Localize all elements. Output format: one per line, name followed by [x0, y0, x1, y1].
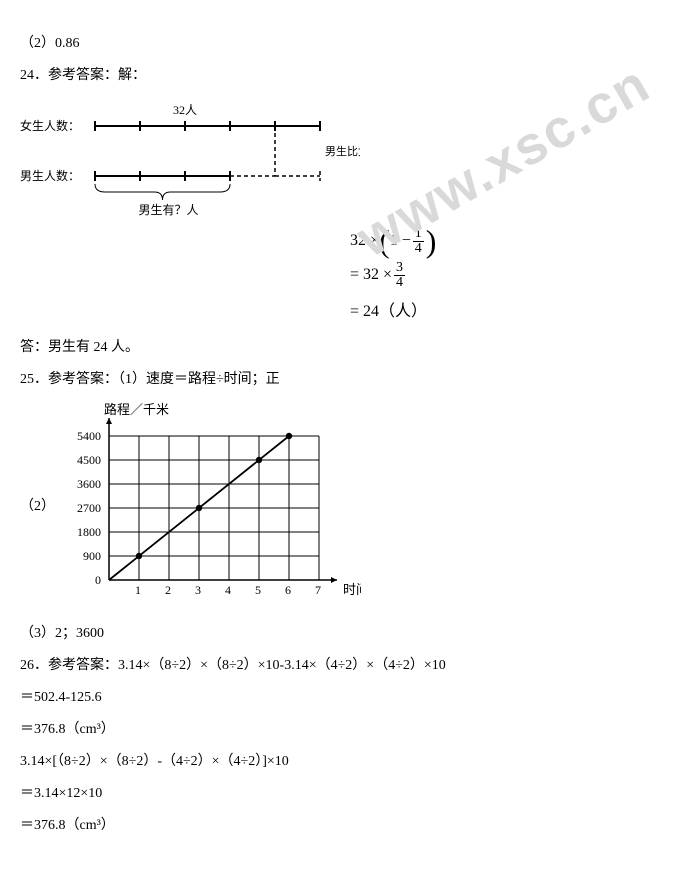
q25-part2-label: （2） — [20, 495, 55, 515]
svg-text:时间／时: 时间／时 — [343, 582, 361, 597]
q26-l3: ＝376.8（cm³） — [20, 718, 680, 738]
frac-den: 4 — [413, 242, 424, 256]
q24-math-l3: = 24（人） — [350, 297, 427, 321]
svg-text:男生比女生少: 男生比女生少 — [325, 144, 360, 158]
svg-text:5: 5 — [255, 583, 261, 597]
svg-text:路程／千米: 路程／千米 — [104, 402, 169, 417]
q26-l2: ＝502.4-125.6 — [20, 686, 680, 706]
svg-text:7: 7 — [315, 583, 321, 597]
frac-den: 4 — [394, 276, 405, 290]
q24-math: 32 × ( 1 − 1 4 ) = 32 × 3 4 = 24（人） — [350, 226, 680, 324]
q24-math-l1-frac: 1 4 — [413, 227, 424, 256]
svg-text:2700: 2700 — [77, 501, 101, 515]
q26-l6: ＝376.8（cm³） — [20, 814, 680, 834]
rparen-icon: ) — [426, 226, 437, 256]
svg-text:1: 1 — [135, 583, 141, 597]
svg-text:3: 3 — [195, 583, 201, 597]
q26-heading: 26．参考答案：3.14×（8÷2）×（8÷2）×10-3.14×（4÷2）×（… — [20, 654, 680, 674]
q24-math-l2-frac: 3 4 — [394, 261, 405, 290]
svg-text:男生人数：: 男生人数： — [20, 168, 80, 183]
q24-heading: 24．参考答案：解： — [20, 64, 680, 84]
q25-heading: 25．参考答案：（1）速度＝路程÷时间；正 — [20, 368, 680, 388]
q24-math-l2-prefix: = 32 × — [350, 266, 392, 284]
svg-text:4500: 4500 — [77, 453, 101, 467]
lparen-icon: ( — [379, 226, 390, 256]
svg-text:3600: 3600 — [77, 477, 101, 491]
svg-text:4: 4 — [225, 583, 231, 597]
svg-text:900: 900 — [83, 549, 101, 563]
q23-part2: （2）0.86 — [20, 32, 680, 52]
svg-text:男生有？人: 男生有？人 — [139, 203, 199, 217]
q24-math-l1-inner: 1 − — [390, 232, 411, 250]
svg-text:5400: 5400 — [77, 429, 101, 443]
q25-part3: （3）2；3600 — [20, 622, 680, 642]
svg-text:32人: 32人 — [173, 103, 197, 117]
svg-text:2: 2 — [165, 583, 171, 597]
q25-chart: 路程／千米 1 2 3 4 5 6 7 0 900 1800 2700 3600 4500 5400 时间／时 — [61, 400, 361, 610]
q26-l4: 3.14×[（8÷2）×（8÷2）-（4÷2）×（4÷2）]×10 — [20, 750, 680, 770]
q24-answer: 答：男生有 24 人。 — [20, 336, 680, 356]
q24-diagram: 女生人数：32人男生人数：男生比女生少14男生有？人 — [20, 96, 680, 226]
frac-num: 3 — [394, 261, 405, 276]
svg-text:6: 6 — [285, 583, 291, 597]
frac-num: 1 — [413, 227, 424, 242]
svg-text:女生人数：: 女生人数： — [20, 118, 80, 133]
q24-math-l1-prefix: 32 × — [350, 232, 379, 250]
svg-text:1800: 1800 — [77, 525, 101, 539]
svg-text:0: 0 — [95, 573, 101, 587]
q26-l5: ＝3.14×12×10 — [20, 782, 680, 802]
q25-chart-wrap: （2） 路程／千米 1 2 3 4 5 6 7 0 900 1800 2700 3600 4500 5400… — [20, 400, 680, 610]
